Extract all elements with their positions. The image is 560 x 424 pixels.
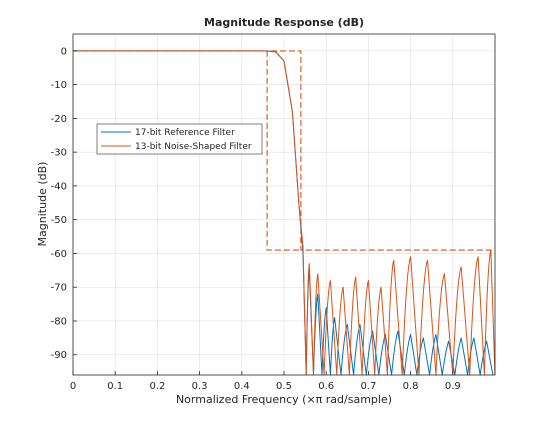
y-tick-label: -40 xyxy=(51,181,67,192)
x-tick-label: 0.4 xyxy=(234,381,250,392)
mask-lower-limit xyxy=(266,50,301,251)
series-group xyxy=(73,50,496,376)
x-tick-label: 0.9 xyxy=(445,381,461,392)
y-tick-label: -10 xyxy=(51,80,67,91)
y-tick-label: -70 xyxy=(51,283,67,294)
x-tick-label: 0.1 xyxy=(107,381,123,392)
legend-label-noise-shaped: 13-bit Noise-Shaped Filter xyxy=(135,142,252,152)
legend: 17-bit Reference Filter 13-bit Noise-Sha… xyxy=(96,123,263,155)
x-axis-title: Normalized Frequency (×π rad/sample) xyxy=(176,393,392,406)
x-tick-label: 0 xyxy=(70,381,76,392)
y-tick-label: -30 xyxy=(51,148,67,159)
legend-box xyxy=(96,123,263,155)
x-tick-label: 0.8 xyxy=(403,381,419,392)
y-tick-label: -50 xyxy=(51,215,67,226)
y-tick-label: -20 xyxy=(51,114,67,125)
x-tick-label: 0.3 xyxy=(192,381,208,392)
x-tick-label: 0.5 xyxy=(276,381,292,392)
legend-label-reference: 17-bit Reference Filter xyxy=(135,128,235,138)
series-line-1 xyxy=(73,50,496,376)
x-tick-label: 0.6 xyxy=(318,381,334,392)
ticks: 0 0.1 0.2 0.3 0.4 0.5 0.6 0.7 0.8 0.9 0 -10 -20 -30 -4… xyxy=(51,46,461,392)
y-tick-label: -90 xyxy=(51,350,67,361)
y-tick-label: 0 xyxy=(61,46,67,57)
chart-title: Magnitude Response (dB) xyxy=(204,16,364,29)
y-tick-label: -60 xyxy=(51,249,67,260)
series-line-0 xyxy=(73,50,494,376)
x-tick-label: 0.7 xyxy=(360,381,376,392)
x-tick-label: 0.2 xyxy=(149,381,165,392)
grid xyxy=(73,34,495,375)
y-axis-title: Magnitude (dB) xyxy=(36,162,49,247)
y-tick-label: -80 xyxy=(51,316,67,327)
